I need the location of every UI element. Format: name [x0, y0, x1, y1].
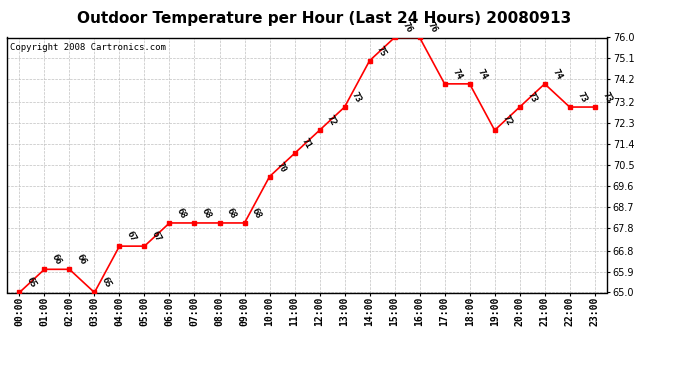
Text: 73: 73	[600, 90, 613, 104]
Text: 65: 65	[25, 276, 38, 290]
Text: 74: 74	[550, 67, 564, 81]
Text: 66: 66	[50, 253, 63, 267]
Text: 74: 74	[450, 67, 464, 81]
Text: 76: 76	[400, 21, 413, 35]
Text: 71: 71	[300, 137, 313, 151]
Text: Copyright 2008 Cartronics.com: Copyright 2008 Cartronics.com	[10, 43, 166, 52]
Text: 74: 74	[475, 67, 489, 81]
Text: 73: 73	[350, 90, 364, 104]
Text: 73: 73	[575, 90, 589, 104]
Text: Outdoor Temperature per Hour (Last 24 Hours) 20080913: Outdoor Temperature per Hour (Last 24 Ho…	[77, 11, 571, 26]
Text: 68: 68	[175, 206, 188, 220]
Text: 70: 70	[275, 160, 288, 174]
Text: 72: 72	[500, 114, 513, 128]
Text: 68: 68	[225, 206, 238, 220]
Text: 67: 67	[125, 230, 138, 243]
Text: 67: 67	[150, 230, 164, 243]
Text: 68: 68	[200, 206, 213, 220]
Text: 65: 65	[100, 276, 113, 290]
Text: 72: 72	[325, 114, 338, 128]
Text: 68: 68	[250, 206, 264, 220]
Text: 75: 75	[375, 44, 388, 58]
Text: 73: 73	[525, 90, 538, 104]
Text: 66: 66	[75, 253, 88, 267]
Text: 76: 76	[425, 21, 438, 35]
